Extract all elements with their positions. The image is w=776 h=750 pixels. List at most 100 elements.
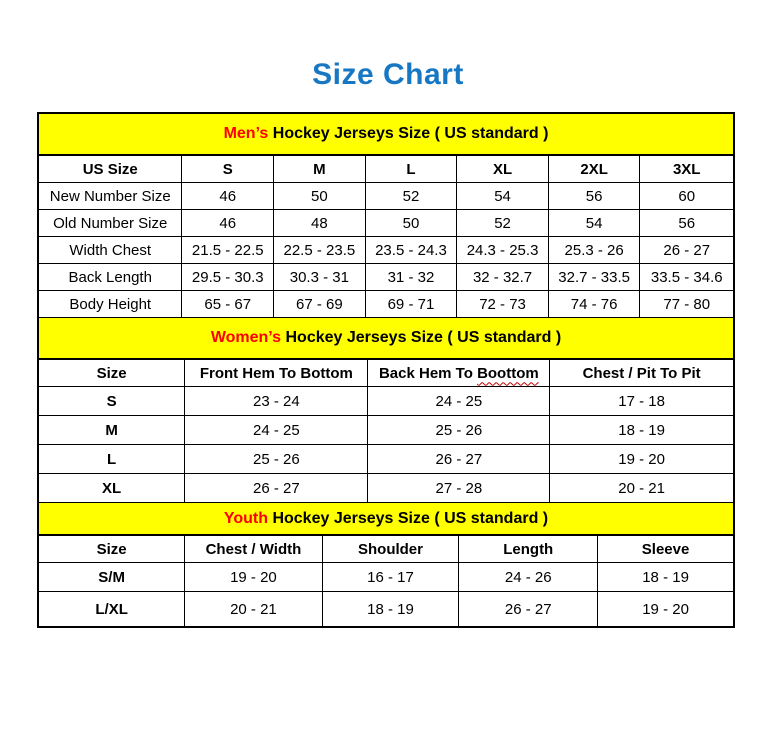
row-label: L — [39, 444, 186, 474]
table-row: L/XL 20 - 21 18 - 19 26 - 27 19 - 20 — [39, 591, 733, 626]
row-label: New Number Size — [39, 182, 183, 210]
page-title: Size Chart — [312, 58, 464, 91]
table-cell: 72 - 73 — [456, 290, 549, 317]
table-cell: 26 - 27 — [639, 236, 733, 264]
table-cell: 18 - 19 — [549, 415, 733, 445]
table-cell: 27 - 28 — [367, 473, 551, 502]
table-row: Old Number Size 46 48 50 52 54 56 — [39, 209, 733, 237]
section-accent-word: Men’s — [223, 125, 269, 142]
mens-size-table: US Size S M L XL 2XL 3XL New Number Size 46 50 52 5… — [39, 155, 733, 317]
table-row: S 23 - 24 24 - 25 17 - 18 — [39, 386, 733, 416]
table-row: XL 26 - 27 27 - 28 20 - 21 — [39, 473, 733, 502]
table-cell: 54 — [547, 209, 641, 237]
table-row: Back Length 29.5 - 30.3 30.3 - 31 31 - 32 32… — [39, 263, 733, 291]
table-cell: 17 - 18 — [549, 386, 733, 416]
row-label: L/XL — [39, 591, 186, 626]
table-cell: 26 - 27 — [458, 591, 599, 626]
column-header: L — [364, 155, 458, 183]
table-cell: 20 - 21 — [549, 473, 733, 502]
column-header: 2XL — [547, 155, 641, 183]
table-cell: 52 — [456, 209, 549, 237]
size-chart-table: Men’s Hockey Jerseys Size ( US standard … — [37, 112, 735, 628]
column-header: Chest / Pit To Pit — [549, 359, 733, 387]
table-cell: 69 - 71 — [364, 290, 458, 317]
table-cell: 29.5 - 30.3 — [181, 263, 275, 291]
column-header: Size — [39, 359, 186, 387]
section-banner-womens: Women’s Hockey Jerseys Size ( US standar… — [39, 317, 733, 359]
table-cell: 25 - 26 — [184, 444, 369, 474]
table-row: M 24 - 25 25 - 26 18 - 19 — [39, 415, 733, 445]
table-cell: 25 - 26 — [367, 415, 551, 445]
table-cell: 46 — [181, 209, 275, 237]
section-banner-text: Hockey Jerseys Size ( US standard ) — [268, 510, 549, 527]
table-cell: 46 — [181, 182, 275, 210]
table-cell: 56 — [639, 209, 733, 237]
table-cell: 26 - 27 — [367, 444, 551, 474]
column-header: Length — [458, 535, 599, 563]
column-header: Front Hem To Bottom — [184, 359, 369, 387]
table-cell: 65 - 67 — [181, 290, 275, 317]
column-header: XL — [456, 155, 549, 183]
row-label: Body Height — [39, 290, 183, 317]
table-cell: 19 - 20 — [184, 562, 323, 592]
section-accent-word: Women’s — [210, 329, 282, 346]
header-row: US Size S M L XL 2XL 3XL — [39, 155, 733, 183]
table-cell: 74 - 76 — [547, 290, 641, 317]
table-cell: 23 - 24 — [184, 386, 369, 416]
table-cell: 32 - 32.7 — [456, 263, 549, 291]
column-header: S — [181, 155, 275, 183]
column-header: Shoulder — [321, 535, 460, 563]
table-cell: 56 — [547, 182, 641, 210]
table-cell: 24 - 26 — [458, 562, 599, 592]
column-header-text: Back Hem To — [378, 364, 478, 382]
column-header: Sleeve — [597, 535, 733, 563]
column-header: US Size — [39, 155, 183, 183]
table-cell: 48 — [273, 209, 366, 237]
table-cell: 33.5 - 34.6 — [639, 263, 733, 291]
womens-size-table: Size Front Hem To Bottom Back Hem To Boott… — [39, 359, 733, 502]
column-header: 3XL — [639, 155, 733, 183]
column-header: Chest / Width — [184, 535, 323, 563]
table-cell: 77 - 80 — [639, 290, 733, 317]
table-cell: 20 - 21 — [184, 591, 323, 626]
table-cell: 50 — [273, 182, 366, 210]
section-banner-text: Hockey Jerseys Size ( US standard ) — [281, 329, 562, 346]
table-cell: 52 — [364, 182, 458, 210]
table-cell: 60 — [639, 182, 733, 210]
table-cell: 32.7 - 33.5 — [547, 263, 641, 291]
row-label: Width Chest — [39, 236, 183, 264]
header-row: Size Chest / Width Shoulder Length Sleeve — [39, 535, 733, 563]
table-row: S/M 19 - 20 16 - 17 24 - 26 18 - 19 — [39, 562, 733, 592]
table-cell: 18 - 19 — [597, 562, 733, 592]
table-cell: 31 - 32 — [364, 263, 458, 291]
table-cell: 54 — [456, 182, 549, 210]
header-row: Size Front Hem To Bottom Back Hem To Boott… — [39, 359, 733, 387]
row-label: Back Length — [39, 263, 183, 291]
table-cell: 22.5 - 23.5 — [273, 236, 366, 264]
section-banner-youth: Youth Hockey Jerseys Size ( US standard … — [39, 502, 733, 535]
column-header: Size — [39, 535, 186, 563]
section-banner-text: Hockey Jerseys Size ( US standard ) — [268, 125, 549, 142]
table-cell: 50 — [364, 209, 458, 237]
row-label: Old Number Size — [39, 209, 183, 237]
table-cell: 23.5 - 24.3 — [364, 236, 458, 264]
row-label: M — [39, 415, 186, 445]
table-cell: 67 - 69 — [273, 290, 366, 317]
youth-size-table: Size Chest / Width Shoulder Length Sleeve S/M… — [39, 535, 733, 626]
column-header: M — [273, 155, 366, 183]
column-header: Back Hem To Boottom — [367, 359, 551, 387]
section-banner-mens: Men’s Hockey Jerseys Size ( US standard … — [39, 114, 733, 155]
table-row: Body Height 65 - 67 67 - 69 69 - 71 72 - 73 7… — [39, 290, 733, 317]
misspelled-word-squiggle: Boottom — [477, 364, 539, 382]
table-cell: 24 - 25 — [184, 415, 369, 445]
table-cell: 24.3 - 25.3 — [456, 236, 549, 264]
section-accent-word: Youth — [223, 510, 268, 527]
table-row: L 25 - 26 26 - 27 19 - 20 — [39, 444, 733, 474]
table-cell: 19 - 20 — [597, 591, 733, 626]
row-label: S — [39, 386, 186, 416]
table-cell: 25.3 - 26 — [547, 236, 641, 264]
table-row: Width Chest 21.5 - 22.5 22.5 - 23.5 23.5 - … — [39, 236, 733, 264]
table-cell: 21.5 - 22.5 — [181, 236, 275, 264]
table-cell: 24 - 25 — [367, 386, 551, 416]
table-cell: 30.3 - 31 — [273, 263, 366, 291]
